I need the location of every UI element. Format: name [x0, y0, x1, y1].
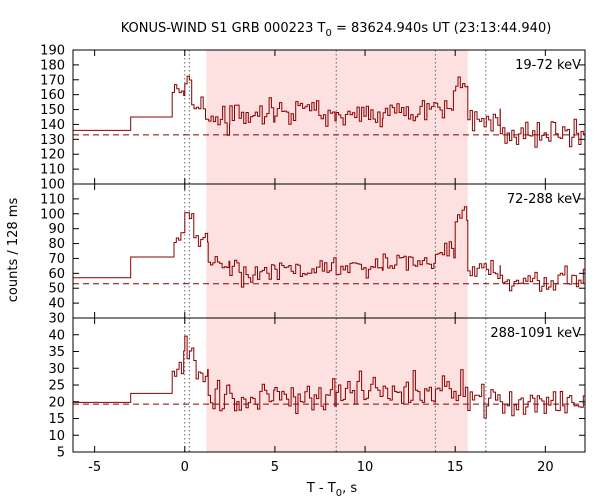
y-axis-label: counts / 128 ms — [6, 198, 21, 303]
y-tick-label-panel-2: 70 — [48, 252, 65, 267]
title-subscript: 0 — [325, 28, 331, 39]
y-tick-label-panel-3: 5 — [57, 446, 65, 461]
y-tick-label-panel-3: 40 — [48, 328, 65, 343]
y-tick-label-panel-1: 180 — [40, 58, 65, 73]
y-tick-label-panel-1: 130 — [40, 133, 65, 148]
shaded-interval-layer — [206, 50, 468, 452]
panel-labels-layer: 19-72 keV 72-288 keV 288-1091 keV — [490, 58, 581, 341]
x-label-prefix: T - T — [306, 481, 336, 496]
x-label-suffix: , s — [342, 481, 357, 496]
y-tick-label-panel-1: 160 — [40, 88, 65, 103]
y-tick-label-panel-1: 170 — [40, 73, 65, 88]
y-tick-label-panel-2: 40 — [48, 297, 65, 312]
title-suffix: = 83624.940s UT (23:13:44.940) — [332, 21, 551, 36]
y-tick-label-panel-2: 50 — [48, 282, 65, 297]
y-tick-label-panel-1: 190 — [40, 44, 65, 59]
y-tick-label-panel-2: 110 — [40, 192, 65, 207]
ticks-layer: 1001101201301401501601701801903040506070… — [40, 44, 585, 475]
y-tick-label-panel-3: 15 — [48, 412, 65, 427]
x-label-subscript: 0 — [336, 488, 342, 499]
y-tick-label-panel-3: 20 — [48, 395, 65, 410]
y-tick-label-panel-1: 100 — [40, 178, 65, 193]
shaded-time-interval — [206, 50, 468, 452]
x-tick-label: 20 — [537, 460, 554, 475]
light-curve-panel-3 — [73, 335, 585, 419]
y-tick-label-panel-3: 30 — [48, 362, 65, 377]
x-tick-label: 5 — [271, 460, 279, 475]
y-tick-label-panel-1: 110 — [40, 163, 65, 178]
x-tick-label: 0 — [181, 460, 189, 475]
energy-band-label-panel-3: 288-1091 keV — [490, 326, 581, 341]
x-tick-label: -5 — [88, 460, 101, 475]
y-tick-label-panel-1: 150 — [40, 103, 65, 118]
y-tick-label-panel-3: 10 — [48, 429, 65, 444]
y-tick-label-panel-2: 100 — [40, 207, 65, 222]
light-curve-panel-1 — [73, 75, 585, 148]
vertical-guides-layer — [184, 50, 487, 452]
y-tick-label-panel-1: 120 — [40, 148, 65, 163]
title-prefix: KONUS-WIND S1 GRB 000223 T — [121, 21, 326, 36]
y-tick-label-panel-3: 25 — [48, 379, 65, 394]
y-tick-label-panel-2: 80 — [48, 237, 65, 252]
x-tick-label: 15 — [447, 460, 464, 475]
chart-title: KONUS-WIND S1 GRB 000223 T0 = 83624.940s… — [121, 21, 552, 39]
energy-band-label-panel-1: 19-72 keV — [515, 58, 581, 73]
data-layer — [73, 75, 585, 419]
y-tick-label-panel-2: 30 — [48, 312, 65, 327]
y-tick-label-panel-2: 60 — [48, 267, 65, 282]
x-tick-label: 10 — [357, 460, 374, 475]
y-tick-label-panel-2: 90 — [48, 222, 65, 237]
light-curve-panel-2 — [73, 206, 585, 292]
x-axis-label: T - T0, s — [306, 481, 357, 499]
energy-band-label-panel-2: 72-288 keV — [507, 192, 581, 207]
y-tick-label-panel-1: 140 — [40, 118, 65, 133]
y-tick-label-panel-3: 35 — [48, 345, 65, 360]
